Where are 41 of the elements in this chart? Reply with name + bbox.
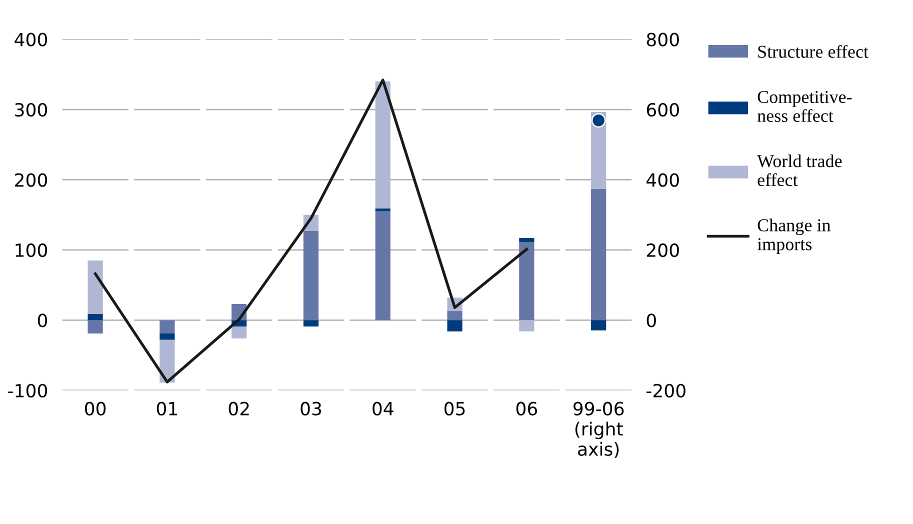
bar (375, 81, 390, 209)
x-tick-label: 02 (228, 402, 249, 416)
bar (519, 320, 534, 332)
bar (160, 334, 175, 340)
bar (447, 311, 462, 320)
bar (160, 320, 175, 334)
y-tick-label: 0 (38, 314, 48, 328)
bar (88, 314, 103, 320)
y-tick-label: 300 (15, 102, 48, 117)
bar (375, 208, 390, 212)
legend-label: Competitive- ness effect (757, 90, 852, 122)
y2-tick-label: 200 (646, 243, 679, 258)
x-tick-label: 99-06 (right axis) (573, 402, 624, 458)
bar (303, 230, 319, 320)
y2-tick-label: 0 (646, 314, 656, 328)
legend-label: Change in imports (757, 218, 830, 254)
line-series (94, 78, 528, 384)
legend-label: Structure effect (758, 44, 868, 58)
y-tick-label: -100 (8, 384, 48, 398)
x-tick-label: 06 (516, 402, 538, 416)
y2-tick-label: -200 (646, 384, 686, 398)
x-tick-label: 05 (444, 402, 465, 416)
x-tick-label: 04 (372, 402, 394, 416)
bar (375, 211, 390, 320)
y-tick-label: 400 (14, 32, 48, 46)
y-tick-label: 200 (15, 173, 48, 187)
bar (519, 242, 534, 320)
y2-tick-label: 400 (646, 173, 679, 187)
x-tick-label: 03 (300, 402, 322, 416)
x-tick-label: 00 (84, 402, 106, 416)
y2-tick-label: 600 (646, 102, 679, 117)
bar (88, 260, 103, 314)
bar (303, 320, 319, 326)
y2-tick-label: 800 (646, 32, 679, 46)
bar (232, 326, 247, 338)
bar (88, 320, 103, 334)
bar (447, 320, 462, 332)
bar (519, 238, 534, 242)
x-tick-label: 01 (156, 402, 178, 416)
legend-label: World trade effect (757, 154, 842, 186)
y-tick-label: 100 (16, 243, 48, 258)
